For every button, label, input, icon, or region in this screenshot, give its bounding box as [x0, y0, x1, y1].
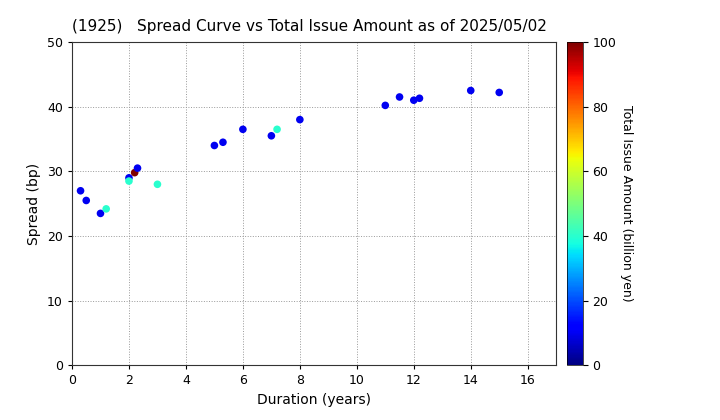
Point	[408, 97, 420, 104]
Point	[465, 87, 477, 94]
Y-axis label: Total Issue Amount (billion yen): Total Issue Amount (billion yen)	[620, 105, 633, 302]
Point	[217, 139, 229, 146]
Point	[493, 89, 505, 96]
Point	[294, 116, 305, 123]
Point	[81, 197, 92, 204]
Point	[379, 102, 391, 109]
Point	[209, 142, 220, 149]
Y-axis label: Spread (bp): Spread (bp)	[27, 163, 42, 245]
Point	[132, 165, 143, 171]
Text: (1925)   Spread Curve vs Total Issue Amount as of 2025/05/02: (1925) Spread Curve vs Total Issue Amoun…	[72, 19, 547, 34]
Point	[414, 95, 426, 102]
Point	[75, 187, 86, 194]
Point	[123, 178, 135, 184]
Point	[129, 169, 140, 176]
Point	[95, 210, 107, 217]
Point	[266, 132, 277, 139]
Point	[152, 181, 163, 188]
Point	[271, 126, 283, 133]
X-axis label: Duration (years): Duration (years)	[257, 393, 371, 407]
Point	[394, 94, 405, 100]
Point	[237, 126, 248, 133]
Point	[100, 205, 112, 212]
Point	[123, 174, 135, 181]
